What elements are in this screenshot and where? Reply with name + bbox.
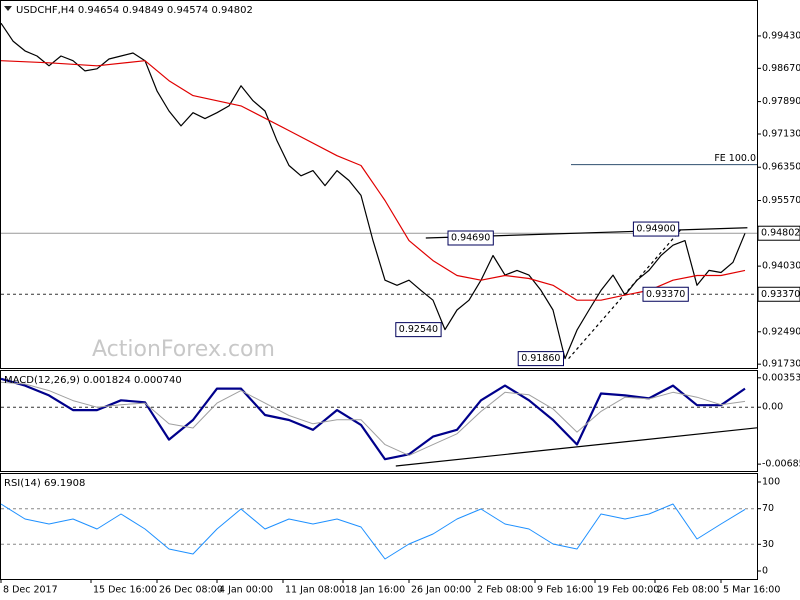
macd-panel — [0, 370, 758, 472]
price-label-box — [757, 286, 800, 302]
annotation-label: 0.92540 — [399, 324, 438, 335]
annotation-box — [395, 322, 442, 338]
annotation-label: 0.94690 — [451, 232, 490, 243]
panel-title: RSI(14) 69.1908 — [4, 478, 85, 489]
y-tick-label: 0.94030 — [762, 261, 800, 272]
series-line — [0, 22, 746, 360]
price-label: 0.93370 — [761, 289, 800, 300]
x-tick-label: 4 Jan 00:00 — [219, 585, 273, 596]
panel-title: MACD(12,26,9) 0.001824 0.000740 — [4, 375, 182, 386]
x-tick-label: 18 Jan 16:00 — [345, 585, 405, 596]
y-tick-label: -0.006853 — [762, 459, 800, 470]
annotation-label: 0.93370 — [646, 289, 685, 300]
title-icon — [4, 6, 12, 11]
trend-line — [395, 427, 758, 467]
annotation-box — [632, 221, 680, 237]
y-tick-label: 0.97890 — [762, 96, 800, 107]
y-tick-label: 0.97130 — [762, 128, 800, 139]
x-tick-label: 11 Jan 08:00 — [285, 585, 345, 596]
x-tick-label: 2 Feb 08:00 — [477, 585, 533, 596]
fe-label: FE 100.0 — [714, 153, 756, 164]
x-tick-label: 26 Feb 08:00 — [657, 585, 719, 596]
y-tick-label: 100 — [762, 477, 780, 488]
x-tick-label: 5 Mar 16:00 — [723, 585, 780, 596]
x-tick-label: 19 Feb 00:00 — [597, 585, 659, 596]
y-tick-label: 0.91730 — [762, 359, 800, 370]
price-panel — [0, 0, 758, 369]
annotation-label: 0.94900 — [636, 224, 675, 235]
y-tick-label: 30 — [762, 539, 774, 550]
y-tick-label: 0.96350 — [762, 162, 800, 173]
x-tick-label: 26 Jan 00:00 — [411, 585, 471, 596]
panel-title: USDCHF,H4 0.94654 0.94849 0.94574 0.9480… — [16, 5, 253, 16]
trend-line — [568, 228, 682, 360]
y-tick-label: 0.92490 — [762, 326, 800, 337]
price-label: 0.94802 — [761, 228, 800, 239]
x-tick-label: 15 Dec 16:00 — [93, 585, 157, 596]
x-tick-label: 26 Dec 08:00 — [159, 585, 223, 596]
y-tick-label: 0.98670 — [762, 63, 800, 74]
watermark: ActionForex.com — [92, 337, 275, 362]
price-label-box — [757, 225, 800, 241]
y-tick-label: 0.00 — [762, 402, 783, 413]
y-tick-label: 70 — [762, 503, 774, 514]
y-tick-label: 0.95570 — [762, 195, 800, 206]
series-line — [0, 377, 746, 461]
annotation-box — [517, 351, 564, 367]
annotation-label: 0.91860 — [521, 353, 560, 364]
y-tick-label: 0 — [762, 565, 768, 576]
x-tick-label: 9 Feb 16:00 — [537, 585, 593, 596]
annotation-box — [447, 230, 494, 246]
rsi-panel — [0, 473, 758, 580]
x-tick-label: 8 Dec 2017 — [3, 585, 58, 596]
annotation-box — [642, 286, 689, 302]
series-line — [0, 503, 746, 560]
series-line — [0, 381, 746, 456]
y-tick-label: 0.99430 — [762, 30, 800, 41]
y-tick-label: 0.003538 — [762, 372, 800, 383]
